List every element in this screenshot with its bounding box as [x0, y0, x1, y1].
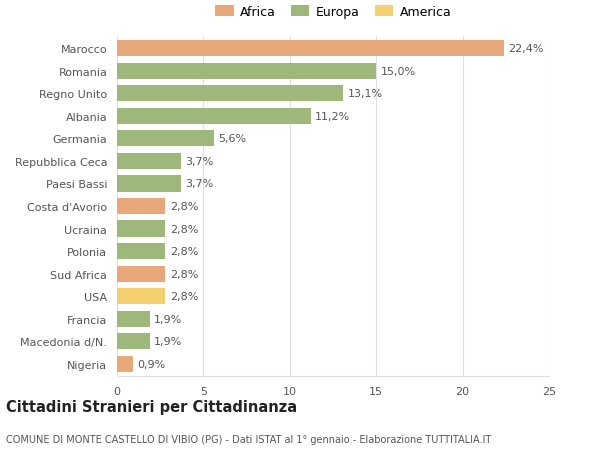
Bar [117, 63, 376, 80]
Bar [117, 198, 166, 215]
Legend: Africa, Europa, America: Africa, Europa, America [210, 1, 456, 24]
Text: 2,8%: 2,8% [170, 224, 198, 234]
Bar [117, 41, 504, 57]
Bar [117, 131, 214, 147]
Text: 13,1%: 13,1% [347, 89, 383, 99]
Text: 2,8%: 2,8% [170, 202, 198, 212]
Text: 0,9%: 0,9% [137, 359, 165, 369]
Text: 3,7%: 3,7% [185, 157, 214, 167]
Text: 1,9%: 1,9% [154, 314, 182, 324]
Text: 1,9%: 1,9% [154, 336, 182, 347]
Text: 3,7%: 3,7% [185, 179, 214, 189]
Bar [117, 243, 166, 260]
Text: 2,8%: 2,8% [170, 246, 198, 257]
Bar [117, 288, 166, 305]
Text: 15,0%: 15,0% [380, 67, 416, 77]
Bar [117, 356, 133, 372]
Bar [117, 86, 343, 102]
Bar [117, 221, 166, 237]
Text: 2,8%: 2,8% [170, 291, 198, 302]
Bar [117, 333, 150, 350]
Text: 2,8%: 2,8% [170, 269, 198, 279]
Text: Cittadini Stranieri per Cittadinanza: Cittadini Stranieri per Cittadinanza [6, 399, 297, 414]
Bar [117, 153, 181, 170]
Text: 22,4%: 22,4% [508, 44, 544, 54]
Bar [117, 176, 181, 192]
Bar [117, 266, 166, 282]
Text: COMUNE DI MONTE CASTELLO DI VIBIO (PG) - Dati ISTAT al 1° gennaio - Elaborazione: COMUNE DI MONTE CASTELLO DI VIBIO (PG) -… [6, 434, 491, 444]
Text: 11,2%: 11,2% [315, 112, 350, 122]
Bar [117, 108, 311, 125]
Text: 5,6%: 5,6% [218, 134, 246, 144]
Bar [117, 311, 150, 327]
